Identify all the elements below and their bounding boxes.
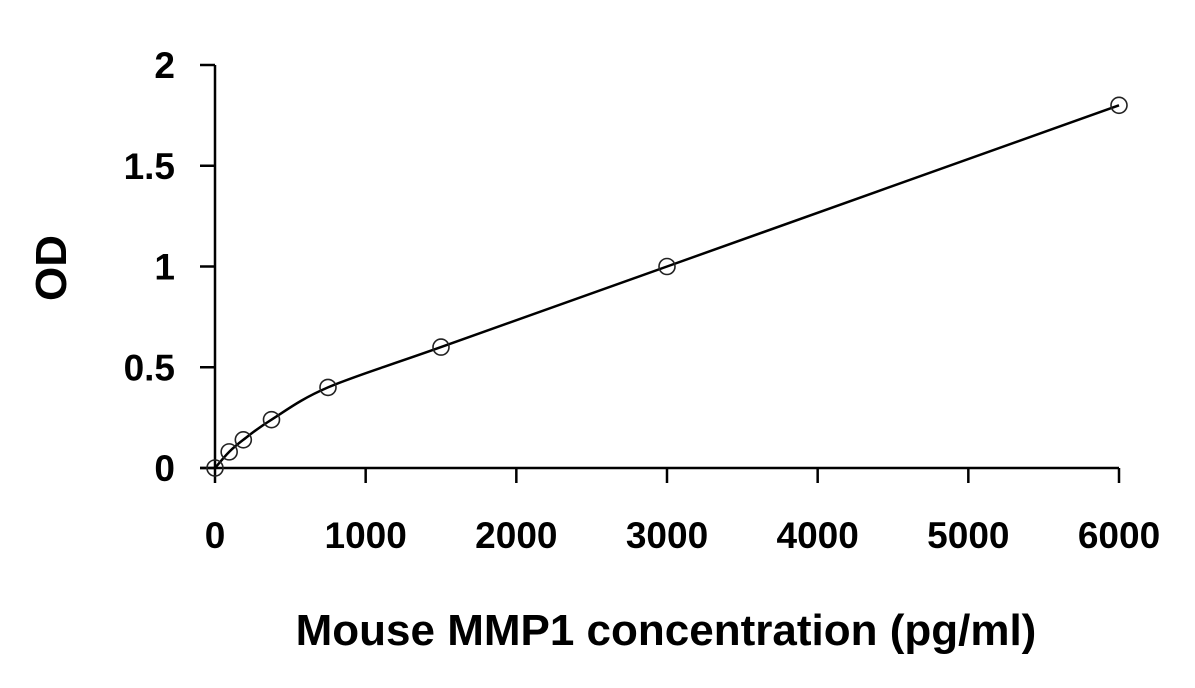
x-axis: 0 1000 2000 3000 4000 5000 6000 xyxy=(200,466,1160,556)
data-points-group xyxy=(206,96,1128,477)
x-tick-label: 4000 xyxy=(777,515,859,556)
data-point xyxy=(234,430,253,449)
y-tick-label: 0.5 xyxy=(124,347,175,388)
x-tick-label: 2000 xyxy=(475,515,557,556)
x-tick-label: 5000 xyxy=(927,515,1009,556)
data-point xyxy=(262,410,281,429)
y-tick-label: 1 xyxy=(154,247,175,288)
data-point xyxy=(658,257,676,276)
data-point xyxy=(432,338,450,356)
y-axis: 0 0.5 1 1.5 2 xyxy=(124,45,217,489)
x-tick-label: 0 xyxy=(205,515,226,556)
y-axis-title: OD xyxy=(27,235,76,301)
data-point xyxy=(220,443,238,461)
y-tick-label: 1.5 xyxy=(124,146,175,187)
data-point xyxy=(1110,96,1128,115)
fit-curve-line xyxy=(214,104,1120,469)
x-tick-label: 3000 xyxy=(626,515,708,556)
data-point xyxy=(206,459,224,477)
y-tick-label: 2 xyxy=(154,45,175,86)
y-tick-label: 0 xyxy=(154,448,175,489)
fit-curve-group xyxy=(214,104,1120,469)
data-point xyxy=(319,378,337,397)
x-tick-label: 6000 xyxy=(1078,515,1160,556)
x-tick-label: 1000 xyxy=(325,515,407,556)
x-axis-title: Mouse MMP1 concentration (pg/ml) xyxy=(296,606,1037,655)
